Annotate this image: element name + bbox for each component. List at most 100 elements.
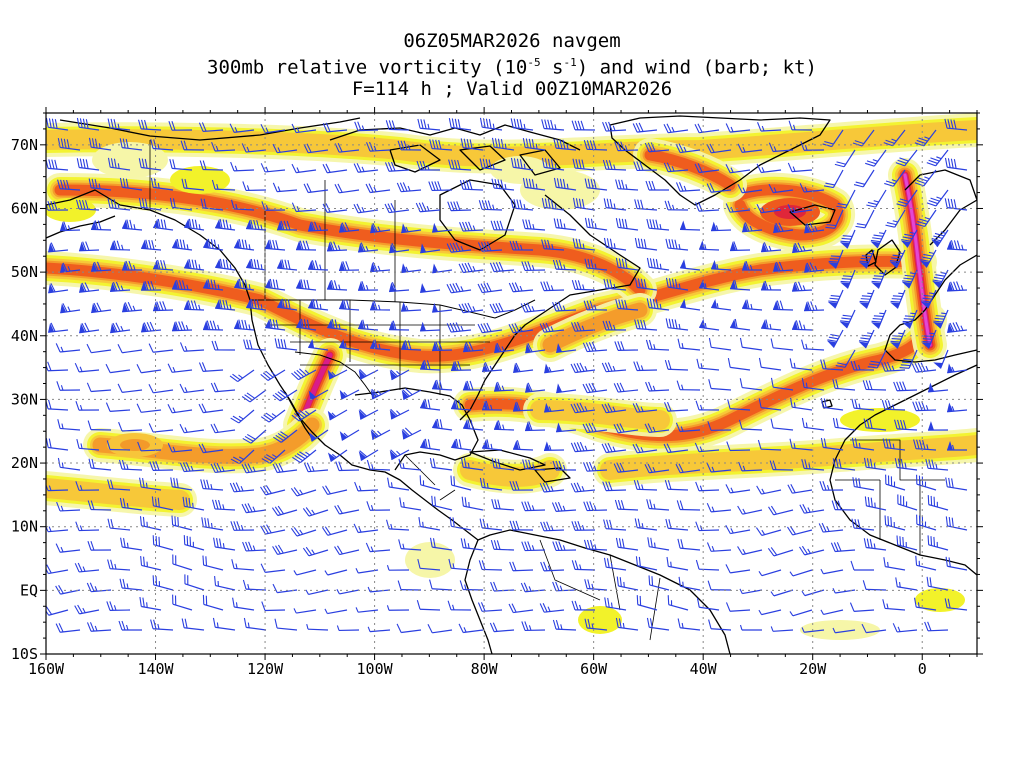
wind-barb-362-shaft (267, 369, 286, 381)
wind-barb-382 (880, 361, 906, 372)
wind-barb-46-flag-2 (525, 138, 529, 148)
wind-barb-714 (202, 594, 224, 611)
wind-barb-307-flag-2 (392, 320, 397, 330)
wind-barb-26-flag-2 (824, 140, 834, 145)
wind-barb-588-flag-1 (864, 496, 867, 506)
wind-barb-167-flag-3 (621, 218, 625, 229)
wind-barb-500-flag-3 (888, 439, 892, 449)
wind-barb-464-halfflag-2 (680, 426, 684, 432)
wind-barb-539-flag-1 (260, 486, 267, 496)
wind-barb-491-flag-1 (601, 443, 607, 453)
wind-barb-155-pennant-1 (246, 219, 253, 229)
wind-barb-162-flag-2 (462, 221, 467, 232)
wind-barb-79 (633, 161, 658, 172)
wind-barb-313-shaft (574, 329, 596, 332)
wind-barb-679-flag-1 (945, 556, 948, 567)
wind-barb-612-shaft (698, 529, 720, 532)
wind-barb-59-flag-1 (926, 162, 936, 167)
wind-barb-645 (799, 545, 825, 556)
wind-barb-107-flag-2 (587, 178, 591, 189)
wind-barb-184-flag-2 (238, 238, 242, 249)
wind-barb-582-flag-2 (679, 500, 684, 510)
wind-barb-754-halfflag-3 (528, 625, 532, 631)
wind-barb-212-halfflag-5 (198, 264, 201, 270)
wind-barb-234-flag-3 (872, 278, 883, 280)
wind-barb-498 (820, 437, 844, 451)
wind-barb-618-flag-3 (890, 516, 893, 527)
wind-barb-623-halfflag-3 (126, 542, 129, 548)
wind-barb-145 (855, 209, 875, 229)
coastline-scandinavia (904, 169, 977, 246)
lon-label-6: 60W (580, 660, 608, 678)
wind-barb-309-flag-1 (446, 323, 452, 333)
wind-barb-104-flag-1 (491, 178, 495, 189)
title-line-2-mid: s (540, 56, 564, 79)
wind-barb-411 (862, 380, 887, 391)
wind-barb-520-flag-1 (582, 462, 588, 472)
wind-barb-81 (694, 163, 720, 174)
wind-barb-487-halfflag-3 (490, 443, 493, 450)
wind-barb-33-flag-1 (119, 138, 123, 148)
wind-barb-260-flag-2 (764, 280, 769, 291)
wind-barb-246-shaft (326, 288, 348, 291)
wind-barb-318 (730, 318, 751, 331)
wind-barb-417 (136, 403, 162, 413)
wind-barb-59-halfflag-4 (936, 156, 942, 160)
wind-barb-506-flag-1 (149, 461, 154, 471)
wind-barb-130-flag-3 (390, 203, 396, 213)
wind-barb-520-flag-3 (588, 461, 594, 472)
wind-barb-655 (202, 555, 224, 571)
wind-barb-559-flag-3 (890, 476, 893, 486)
wind-barb-293-flag-2 (871, 320, 882, 323)
wind-barb-554-halfflag-2 (730, 487, 734, 493)
wind-barb-707-halfflag-2 (899, 582, 901, 588)
wind-barb-391-flag-1 (241, 396, 251, 403)
wind-barb-643-halfflag-2 (742, 549, 746, 555)
wind-barb-202-flag-3 (797, 242, 803, 252)
wind-barb-264 (890, 289, 906, 309)
wind-barb-177-pennant-1 (931, 239, 941, 247)
wind-barb-582-shaft (679, 508, 701, 511)
wind-barb-227 (646, 257, 670, 271)
wind-barb-162-halfflag-5 (472, 225, 476, 231)
wind-barb-634 (460, 538, 484, 551)
wind-barb-102 (428, 181, 453, 192)
wind-barb-331 (211, 340, 236, 351)
wind-barb-668-halfflag-3 (610, 562, 613, 569)
wind-barb-688-halfflag-1 (305, 589, 309, 595)
wind-barb-3-flag-1 (107, 118, 111, 128)
wind-barb-144-flag-2 (826, 224, 837, 227)
wind-barb-461 (582, 422, 608, 434)
wind-barb-281-flag-4 (498, 302, 504, 312)
wind-barb-71-flag-1 (384, 162, 390, 172)
wind-barb-67-flag-1 (260, 163, 266, 173)
wind-barb-418-halfflag-2 (172, 407, 176, 413)
wind-barb-223-flag-1 (521, 261, 526, 271)
wind-barb-206-flag-3 (921, 256, 932, 260)
wind-barb-201-flag-2 (763, 242, 769, 252)
wind-barb-185-flag-2 (269, 239, 273, 250)
wind-barb-235 (901, 269, 918, 289)
wind-barb-564-flag-2 (122, 498, 126, 508)
wind-barb-288 (711, 298, 732, 311)
wind-barb-279-pennant-1 (432, 302, 439, 313)
wind-barb-43 (429, 139, 453, 151)
wind-barb-477-shaft (172, 449, 193, 453)
wind-barb-578-shaft (556, 509, 577, 512)
wind-barb-626-flag-1 (213, 537, 216, 548)
wind-barb-319-halfflag-3 (769, 323, 772, 330)
wind-barb-562-shaft (59, 509, 81, 512)
wind-barb-456-flag-2 (436, 418, 440, 429)
wind-barb-383-flag-4 (920, 362, 926, 372)
wind-barb-601-shaft (358, 529, 379, 534)
wind-barb-156-flag-4 (286, 220, 291, 231)
wind-barb-567 (211, 499, 236, 511)
wind-barb-486-flag-3 (458, 439, 462, 449)
wind-barb-154-halfflag-5 (229, 224, 232, 230)
wind-barb-24-halfflag-2 (761, 125, 765, 132)
wind-barb-679 (945, 556, 968, 571)
wind-barb-568 (241, 503, 267, 514)
wind-barb-423 (327, 409, 348, 421)
wind-barb-298 (110, 322, 131, 334)
wind-barb-471-flag-1 (894, 419, 898, 429)
